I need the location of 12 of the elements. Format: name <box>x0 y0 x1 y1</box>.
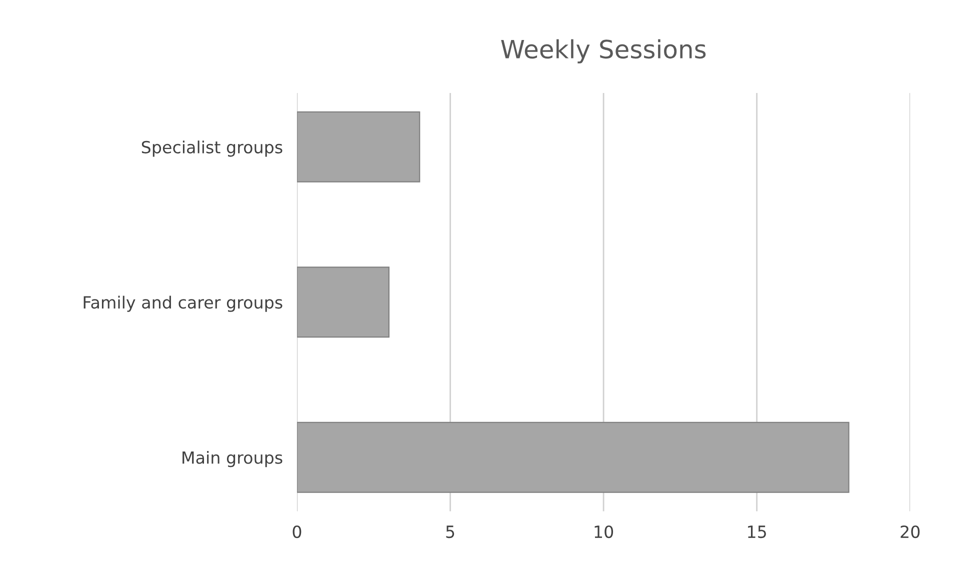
x-tick-label: 20 <box>900 525 920 538</box>
x-tick-label: 5 <box>446 526 454 538</box>
y-tick-label: Family and carer groups <box>84 296 282 312</box>
x-tick-label: 0 <box>292 525 302 538</box>
y-tick-label: Main groups <box>182 451 282 468</box>
chart-title: Weekly Sessions <box>501 39 706 64</box>
bar <box>296 266 390 338</box>
bar <box>296 111 420 182</box>
x-tick-label: 10 <box>594 525 614 538</box>
y-tick-label: Specialist groups <box>142 140 282 157</box>
x-tick-label: 15 <box>748 526 766 538</box>
bar <box>296 422 850 493</box>
